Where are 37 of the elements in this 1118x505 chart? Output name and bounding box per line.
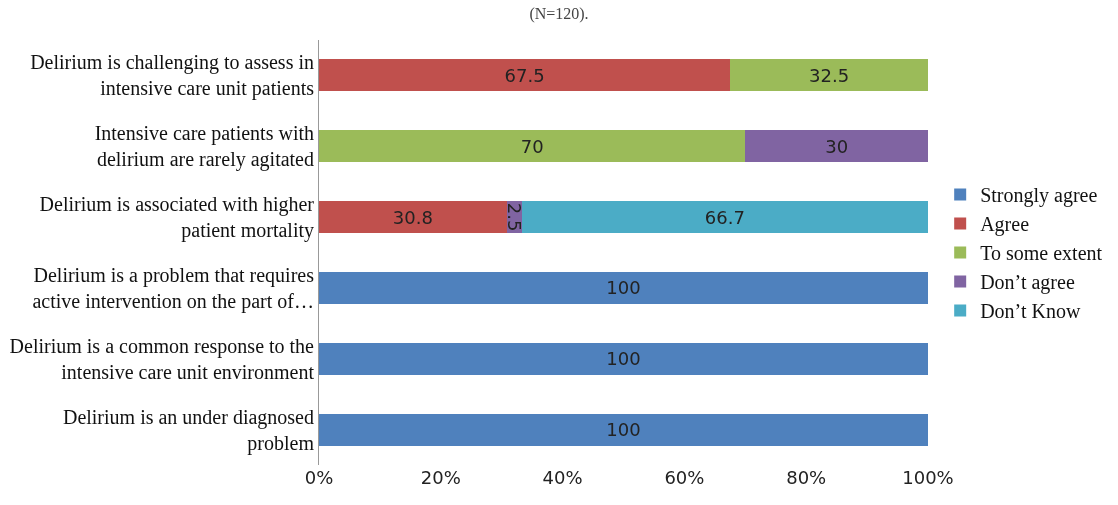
y-tick-label: Delirium is a problem that requires active intervention on the part of… [32, 263, 315, 313]
bar [730, 59, 928, 92]
legend-label: To some extent [980, 242, 1103, 265]
data-label: 30 [825, 135, 849, 157]
y-tick-label: Delirium is challenging to assess in intensive care unit patients [30, 51, 315, 101]
y-tick-label: Delirium is a common response to the intensive care unit environment [9, 334, 315, 383]
data-label: 100 [606, 348, 641, 370]
x-tick-label: 20% [420, 467, 461, 488]
chart-title: (N=120). [529, 4, 589, 23]
bar [319, 342, 928, 375]
data-label: 100 [606, 277, 641, 299]
bar [319, 413, 928, 446]
legend-label: Don’t agree [980, 271, 1075, 295]
data-label: 70 [520, 135, 544, 157]
x-tick-label: 0% [304, 467, 334, 488]
bar [319, 130, 746, 163]
x-tick-label: 60% [664, 467, 705, 488]
legend-label: Don’t Know [980, 300, 1081, 323]
y-tick-label: Delirium is associated with higher patient mortality [39, 193, 315, 243]
data-label: 67.5 [504, 64, 545, 86]
legend-label: Agree [980, 213, 1030, 237]
bar [521, 201, 928, 234]
data-label: 100 [606, 419, 641, 441]
bar [745, 130, 928, 163]
x-tick-label: 100% [902, 467, 954, 488]
data-label: 30.8 [392, 206, 433, 228]
data-label: 66.7 [704, 206, 745, 228]
bar [319, 271, 928, 304]
data-label: 2.5 [503, 202, 525, 232]
x-tick-label: 80% [786, 467, 827, 488]
data-label: 32.5 [809, 64, 850, 86]
y-tick-label: Delirium is an under diagnosed problem [62, 405, 315, 455]
bar [319, 201, 507, 234]
bar [319, 59, 731, 92]
x-tick-label: 40% [542, 467, 583, 488]
y-tick-label: Intensive care patients with delirium are rarely agitated [94, 122, 314, 172]
legend-label: Strongly agree [980, 184, 1098, 208]
